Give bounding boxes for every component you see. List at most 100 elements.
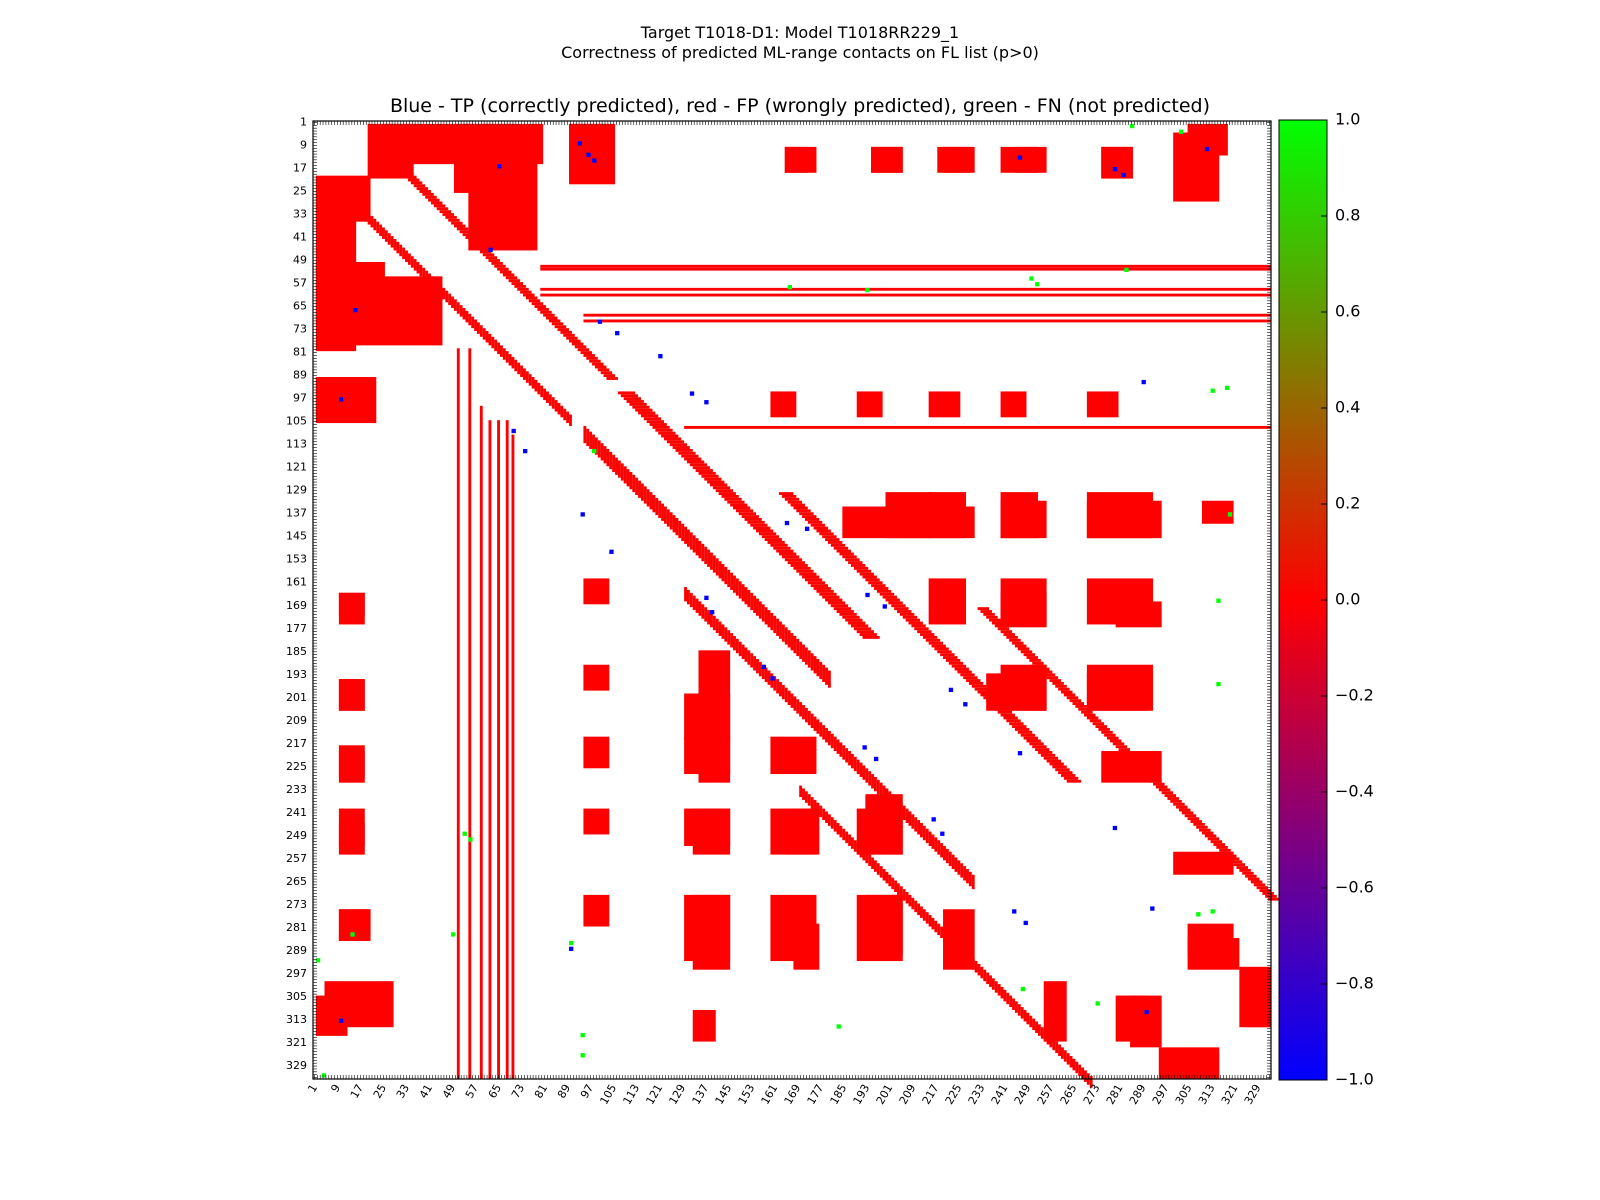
tp-contact <box>1141 379 1146 385</box>
contact-diagonal-cell <box>390 161 403 165</box>
contact-diagonal-cell <box>514 284 526 288</box>
x-tick-label: 273 <box>1081 1082 1103 1107</box>
y-tick-label: 57 <box>293 277 307 290</box>
colorbar-tick-label: 0.8 <box>1335 206 1360 225</box>
contact-diagonal-cell-mirror <box>836 739 840 754</box>
contact-diagonal-cell <box>1060 774 1076 777</box>
contact-diagonal-cell <box>1176 805 1188 809</box>
contact-diagonal-cell <box>983 696 998 700</box>
contact-diagonal-cell <box>991 621 1004 625</box>
contact-diagonal-cell <box>1052 681 1064 685</box>
contact-diagonal-cell <box>638 411 656 415</box>
contact-diagonal-cell <box>1213 843 1225 846</box>
contact-diagonal-cell-mirror <box>816 719 820 734</box>
fn-contact <box>1227 512 1233 517</box>
contact-diagonal-cell <box>943 656 958 659</box>
contact-diagonal-cell <box>773 546 791 550</box>
contact-diagonal-cell-mirror <box>592 434 595 452</box>
contact-diagonal-cell-mirror <box>738 641 742 657</box>
contact-diagonal-cell <box>833 546 849 550</box>
contact-diagonal-cell <box>1012 641 1024 645</box>
contact-diagonal-cell-mirror <box>994 981 998 993</box>
contact-diagonal-cell-mirror <box>865 851 869 864</box>
contact-diagonal-cell <box>393 164 406 168</box>
y-tick-label: 65 <box>293 300 307 313</box>
contact-diagonal-cell <box>735 509 754 513</box>
contact-diagonal-cell <box>1081 710 1093 714</box>
contact-diagonal-cell-mirror <box>899 886 903 898</box>
contact-diagonal-cell <box>661 434 679 438</box>
contact-diagonal-cell-mirror <box>833 736 837 752</box>
contact-diagonal-cell-mirror <box>856 843 860 855</box>
contact-diagonal-cell-mirror <box>989 975 992 987</box>
contact-diagonal-cell <box>1201 831 1214 835</box>
contact-diagonal-cell <box>1032 745 1047 749</box>
contact-diagonal-cell <box>922 635 938 639</box>
contact-diagonal-cell <box>1066 696 1079 700</box>
fn-contact <box>865 287 870 293</box>
contact-diagonal-cell-mirror <box>986 972 990 985</box>
contact-diagonal-cell <box>436 207 449 211</box>
contact-diagonal-cell-mirror <box>799 702 803 717</box>
contact-diagonal-cell-mirror <box>712 615 716 631</box>
y-tick-label: 257 <box>286 852 307 865</box>
contact-diagonal-cell <box>816 589 834 593</box>
contact-diagonal-cell-mirror <box>1081 1067 1085 1079</box>
contact-diagonal-cell-mirror <box>543 388 547 401</box>
contact-diagonal-cell <box>1190 820 1202 823</box>
contact-diagonal-cell <box>686 460 705 464</box>
x-tick-label: 185 <box>828 1082 850 1107</box>
tp-contact <box>1144 1009 1149 1015</box>
contact-diagonal-cell <box>499 270 512 274</box>
contact-diagonal-cell <box>485 256 498 260</box>
contact-diagonal-cell <box>876 589 892 593</box>
contact-diagonal-cell-mirror <box>807 710 811 726</box>
contact-diagonal-cell <box>721 494 739 498</box>
x-tick-label: 329 <box>1242 1082 1264 1107</box>
contact-diagonal-cell <box>537 307 549 311</box>
contact-diagonal-cell-mirror <box>433 279 437 291</box>
contact-diagonal-cell-mirror <box>661 503 664 521</box>
contact-diagonal-cell-mirror <box>802 788 805 800</box>
contact-diagonal-cell <box>551 322 564 326</box>
contact-diagonal-cell-mirror <box>623 466 627 484</box>
contact-diagonal-cell <box>623 397 641 401</box>
contact-diagonal-cell <box>508 279 521 283</box>
contact-diagonal-cell <box>747 520 765 524</box>
contact-diagonal-cell <box>1003 716 1018 720</box>
y-tick-label: 209 <box>286 714 307 727</box>
contact-diagonal-cell-mirror <box>753 656 757 671</box>
y-tick-label: 129 <box>286 484 307 497</box>
contact-diagonal-cell-mirror <box>804 647 808 665</box>
x-tick-label: 297 <box>1150 1082 1172 1107</box>
contact-diagonal-cell-mirror <box>1055 1041 1059 1054</box>
contact-diagonal-cell-mirror <box>822 725 826 740</box>
contact-diagonal-cell-mirror <box>966 868 969 884</box>
contact-diagonal-cell-mirror <box>914 817 918 832</box>
contact-diagonal-cell <box>646 420 664 424</box>
contact-diagonal-cell <box>781 555 800 559</box>
contact-diagonal-cell-mirror <box>948 935 952 947</box>
contact-diagonal-cell-mirror <box>934 920 938 933</box>
contact-diagonal-cell <box>819 592 837 596</box>
contact-diagonal-cell <box>563 333 575 337</box>
contact-diagonal-cell <box>727 500 745 504</box>
contact-diagonal-cell <box>425 195 437 199</box>
tp-contact <box>882 604 887 609</box>
y-tick-label: 153 <box>286 553 307 566</box>
contact-diagonal-cell-mirror <box>407 253 411 265</box>
contact-diagonal-cell-mirror <box>402 247 406 260</box>
contact-diagonal-cell-mirror <box>724 627 728 642</box>
contact-diagonal-cell-mirror <box>773 615 777 634</box>
fn-contact <box>1029 276 1034 281</box>
contact-diagonal-cell <box>781 494 797 498</box>
contact-diagonal-cell <box>1222 851 1234 855</box>
contact-column-band <box>505 420 509 1079</box>
x-tick-label: 105 <box>597 1082 619 1107</box>
contact-diagonal-cell-mirror <box>451 296 454 308</box>
contact-diagonal-cell <box>862 575 877 579</box>
contact-diagonal-cell <box>761 535 780 539</box>
contact-diagonal-cell-mirror <box>850 753 854 769</box>
tp-contact <box>1150 906 1155 911</box>
tp-contact <box>338 397 344 402</box>
